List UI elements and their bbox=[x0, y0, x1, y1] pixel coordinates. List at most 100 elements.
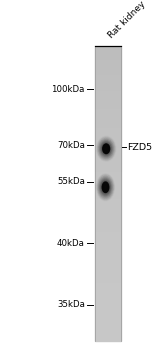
Bar bbox=[95, 280, 121, 281]
Bar bbox=[95, 113, 121, 114]
Bar bbox=[95, 130, 121, 131]
Bar bbox=[95, 238, 121, 239]
Ellipse shape bbox=[99, 177, 112, 198]
Bar bbox=[95, 60, 121, 61]
Ellipse shape bbox=[98, 176, 113, 198]
Bar bbox=[95, 79, 121, 80]
Bar bbox=[95, 89, 121, 90]
Bar bbox=[95, 151, 121, 152]
Text: FZD5: FZD5 bbox=[127, 142, 152, 152]
Bar bbox=[95, 228, 121, 229]
Text: 35kDa: 35kDa bbox=[57, 300, 85, 309]
Bar bbox=[95, 302, 121, 303]
Bar bbox=[95, 215, 121, 216]
Bar bbox=[95, 69, 121, 70]
Bar bbox=[95, 297, 121, 298]
Bar bbox=[95, 321, 121, 322]
Ellipse shape bbox=[103, 183, 108, 191]
Bar bbox=[95, 55, 121, 56]
Text: 55kDa: 55kDa bbox=[57, 177, 85, 187]
Ellipse shape bbox=[104, 146, 108, 151]
Ellipse shape bbox=[100, 180, 111, 195]
Bar bbox=[95, 222, 121, 223]
Bar bbox=[95, 85, 121, 86]
Bar bbox=[95, 67, 121, 68]
Bar bbox=[95, 174, 121, 175]
Bar bbox=[95, 136, 121, 138]
Bar bbox=[95, 164, 121, 165]
Bar bbox=[95, 187, 121, 188]
Bar bbox=[95, 251, 121, 252]
Bar bbox=[95, 63, 121, 64]
Bar bbox=[95, 161, 121, 162]
Bar bbox=[95, 132, 121, 133]
Bar bbox=[95, 326, 121, 327]
Bar bbox=[95, 194, 121, 195]
Bar bbox=[95, 163, 121, 164]
Bar bbox=[95, 73, 121, 74]
Bar bbox=[95, 188, 121, 189]
Bar bbox=[95, 230, 121, 231]
Bar bbox=[95, 135, 121, 137]
Bar bbox=[95, 206, 121, 207]
Ellipse shape bbox=[101, 141, 112, 156]
Bar bbox=[95, 120, 121, 121]
Bar bbox=[95, 244, 121, 245]
Bar bbox=[95, 191, 121, 192]
Ellipse shape bbox=[104, 146, 108, 152]
Bar bbox=[95, 144, 121, 145]
Bar bbox=[95, 281, 121, 282]
Bar bbox=[95, 315, 121, 316]
Ellipse shape bbox=[100, 141, 112, 156]
Bar bbox=[95, 285, 121, 286]
Bar bbox=[95, 125, 121, 126]
Bar bbox=[95, 241, 121, 242]
Bar bbox=[95, 301, 121, 302]
Bar bbox=[95, 182, 121, 183]
Ellipse shape bbox=[104, 185, 107, 190]
Ellipse shape bbox=[104, 184, 107, 190]
Bar bbox=[95, 257, 121, 258]
Bar bbox=[95, 109, 121, 110]
Bar bbox=[95, 208, 121, 209]
Bar bbox=[95, 139, 121, 140]
Bar bbox=[95, 195, 121, 196]
Text: 70kDa: 70kDa bbox=[57, 141, 85, 150]
Bar bbox=[95, 274, 121, 275]
Ellipse shape bbox=[101, 142, 111, 155]
Bar bbox=[95, 96, 121, 97]
Ellipse shape bbox=[101, 181, 110, 194]
Bar bbox=[95, 288, 121, 289]
Bar bbox=[95, 143, 121, 144]
Bar bbox=[95, 316, 121, 317]
Bar bbox=[95, 263, 121, 264]
Bar bbox=[95, 337, 121, 338]
Bar bbox=[95, 65, 121, 66]
Text: 40kDa: 40kDa bbox=[57, 239, 85, 248]
Bar bbox=[95, 229, 121, 230]
Bar bbox=[95, 122, 121, 123]
Ellipse shape bbox=[101, 181, 110, 194]
Bar bbox=[95, 330, 121, 331]
Ellipse shape bbox=[103, 145, 110, 153]
Bar bbox=[95, 246, 121, 247]
Bar bbox=[95, 176, 121, 177]
Bar bbox=[95, 338, 121, 339]
Ellipse shape bbox=[100, 178, 111, 196]
Ellipse shape bbox=[99, 139, 114, 159]
Bar bbox=[95, 123, 121, 124]
Bar bbox=[95, 211, 121, 212]
Bar bbox=[95, 186, 121, 187]
Ellipse shape bbox=[103, 145, 109, 153]
Bar bbox=[95, 142, 121, 143]
Bar bbox=[95, 199, 121, 200]
Bar bbox=[95, 220, 121, 221]
Bar bbox=[95, 266, 121, 267]
Bar bbox=[95, 322, 121, 323]
Bar bbox=[95, 52, 121, 53]
Bar bbox=[95, 70, 121, 71]
Ellipse shape bbox=[101, 142, 112, 156]
Bar bbox=[95, 115, 121, 116]
Bar bbox=[95, 248, 121, 249]
Ellipse shape bbox=[104, 147, 108, 151]
